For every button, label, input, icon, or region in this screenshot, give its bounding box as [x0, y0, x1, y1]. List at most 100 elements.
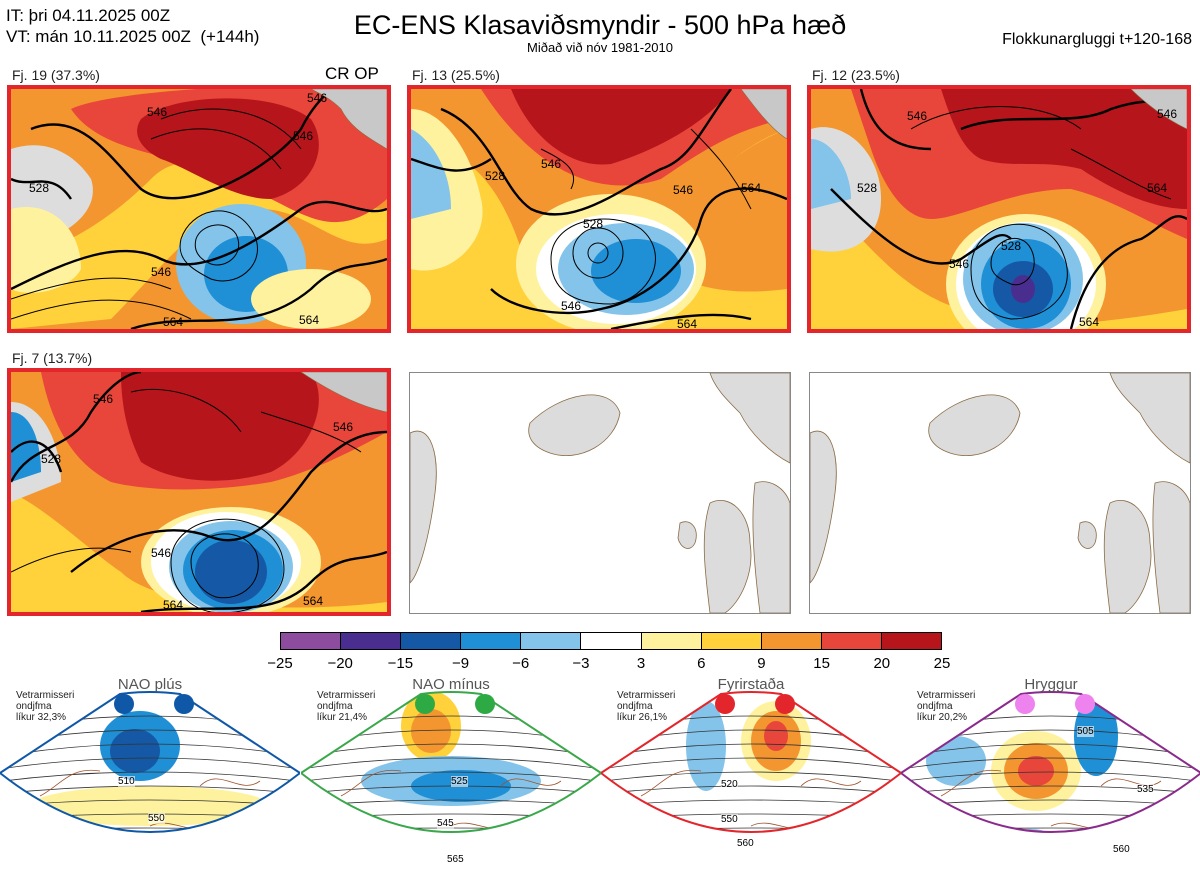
page-title: EC-ENS Klasaviðsmyndir - 500 hPa hæð: [353, 10, 847, 40]
regime-info-line: líkur 26,1%: [617, 712, 668, 723]
cluster-map-1[interactable]: 546 546 528 546 564 564 546: [7, 85, 391, 333]
contour-label: 546: [307, 91, 328, 105]
contour-label: 546: [293, 129, 314, 143]
cluster-map-3[interactable]: 546 528 546 528 564 564 546: [807, 85, 1191, 333]
regime-title: NAO mínus: [412, 676, 490, 693]
anomaly-field: [11, 372, 387, 612]
colorbar-tick-label: −25: [267, 655, 293, 672]
contour-label: 564: [163, 598, 184, 612]
panel-3-label: Fj. 12 (23.5%): [812, 67, 900, 83]
regime-contour-label: 545: [437, 818, 454, 829]
regime-map: [299, 691, 603, 833]
contour-label: 546: [151, 265, 172, 279]
regime-panel: Hryggur Vetrarmisseri ondjfma líkur 20,2% 50…: [899, 676, 1200, 868]
regime-contour-label: 560: [1113, 844, 1130, 855]
colorbar-tick-label: −6: [512, 655, 530, 672]
colorbar-swatch: [821, 633, 882, 649]
contour-label: 564: [677, 317, 698, 331]
contour-label: 546: [949, 257, 970, 271]
colorbar-tick-label: 9: [757, 655, 766, 672]
colorbar-tick-label: −3: [572, 655, 590, 672]
regime-info-line: ondjfma: [917, 701, 953, 712]
page-subtitle: Miðað við nóv 1981-2010: [527, 40, 673, 55]
header-info: IT: þri 04.11.2025 00Z VT: mán 10.11.202…: [6, 5, 259, 47]
regime-info-line: ondjfma: [317, 701, 353, 712]
colorbar-swatch: [641, 633, 702, 649]
colorbar-swatch: [281, 633, 342, 649]
anomaly-field: [411, 89, 787, 329]
contour-label: 528: [583, 217, 604, 231]
regime-info: Vetrarmisseri ondjfma líkur 32,3%: [16, 690, 74, 723]
anomaly-field: [11, 89, 387, 329]
regime-panel: NAO plús Vetrarmisseri ondjfma líkur 32,3% 5…: [0, 676, 302, 868]
contour-label: 528: [1001, 239, 1022, 253]
regime-info-line: Vetrarmisseri: [16, 690, 75, 701]
regime-info-line: ondjfma: [16, 701, 52, 712]
contour-label: 564: [299, 313, 320, 327]
anomaly-field: [811, 89, 1187, 329]
contour-label: 564: [303, 594, 324, 608]
contour-label: 546: [1157, 107, 1178, 121]
contour-label: 546: [561, 299, 582, 313]
regime-contour-label: 535: [1137, 784, 1154, 795]
regime-contour-label: 525: [451, 776, 468, 787]
regime-map: [899, 691, 1200, 833]
colorbar-swatch: [581, 633, 642, 649]
window-label: Flokkunargluggi t+120-168: [1002, 31, 1192, 48]
cluster-map-2[interactable]: 546 528 528 564 546 564 546: [407, 85, 791, 333]
empty-map-5: [409, 372, 791, 614]
colorbar-tick-label: 25: [933, 655, 951, 672]
regime-title: Fyrirstaða: [717, 676, 785, 693]
regime-info-line: líkur 32,3%: [16, 712, 67, 723]
colorbar-swatch: [521, 633, 582, 649]
panel-2-label: Fj. 13 (25.5%): [412, 67, 500, 83]
contour-label: 528: [857, 181, 878, 195]
colorbar-tick-label: −20: [327, 655, 353, 672]
regime-info-line: Vetrarmisseri: [917, 690, 976, 701]
panel-4-label: Fj. 7 (13.7%): [12, 350, 93, 366]
colorbar-tick-label: 20: [873, 655, 891, 672]
colorbar-swatch: [881, 633, 942, 649]
colorbar-tick-label: −9: [451, 655, 470, 672]
regime-info: Vetrarmisseri ondjfma líkur 26,1%: [617, 690, 675, 723]
valid-time: VT: mán 10.11.2025 00Z (+144h): [6, 27, 260, 46]
regime-info-line: ondjfma: [617, 701, 653, 712]
colorbar-swatch: [341, 633, 402, 649]
regime-contour-label: 505: [1077, 726, 1094, 737]
regime-info-line: líkur 20,2%: [917, 712, 968, 723]
regime-info-line: líkur 21,4%: [317, 712, 368, 723]
regime-contour-label: 520: [721, 779, 738, 790]
colorbar-tick-label: 6: [697, 655, 706, 672]
regime-info-line: Vetrarmisseri: [317, 690, 376, 701]
coastline-map: [410, 373, 790, 613]
regime-contour-label: 565: [447, 854, 464, 865]
contour-label: 564: [163, 315, 184, 329]
colorbar: [280, 632, 942, 650]
contour-label: 546: [151, 546, 172, 560]
regime-contour-label: 550: [148, 813, 165, 824]
cluster-map-4[interactable]: 546 528 546 546 564 564: [7, 368, 391, 616]
regime-title: NAO plús: [117, 676, 183, 693]
contour-label: 546: [673, 183, 694, 197]
contour-label: 528: [29, 181, 50, 195]
contour-label: 564: [1079, 315, 1100, 329]
regime-contour-label: 560: [737, 838, 754, 849]
colorbar-tick-label: −15: [387, 655, 414, 672]
regime-info: Vetrarmisseri ondjfma líkur 21,4%: [317, 690, 375, 723]
contour-label: 564: [741, 181, 762, 195]
regime-map: [599, 691, 903, 833]
contour-label: 546: [541, 157, 562, 171]
contour-label: 546: [333, 420, 354, 434]
contour-label: 564: [1147, 181, 1168, 195]
empty-map-6: [809, 372, 1191, 614]
contour-label: 546: [147, 105, 168, 119]
coastline-map: [810, 373, 1190, 613]
regime-map: [0, 691, 302, 833]
colorbar-swatch: [701, 633, 762, 649]
regime-panel: NAO mínus Vetrarmisseri ondjfma líkur 21,4%…: [299, 676, 603, 868]
panel-1-label: Fj. 19 (37.3%): [12, 67, 100, 83]
issue-time: IT: þri 04.11.2025 00Z: [6, 6, 171, 25]
colorbar-tick-label: 15: [813, 655, 830, 672]
colorbar-swatch: [401, 633, 462, 649]
regime-info-line: Vetrarmisseri: [617, 690, 676, 701]
